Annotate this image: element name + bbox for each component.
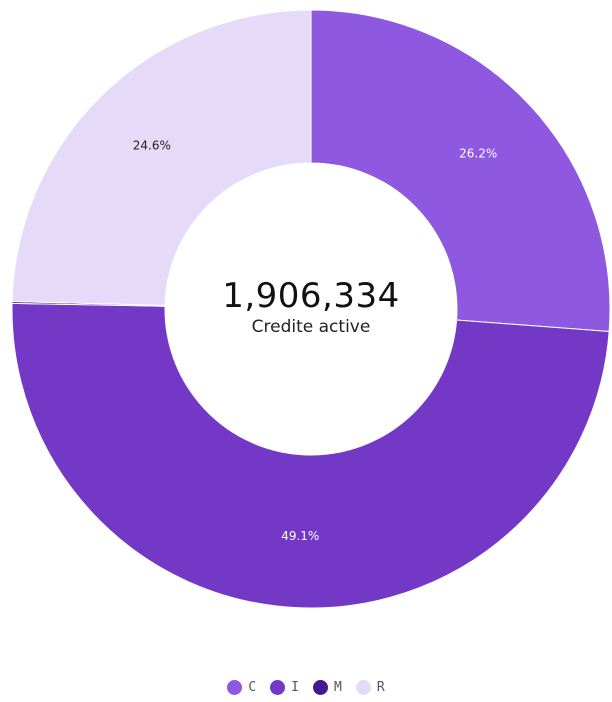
legend-label-M: M (334, 680, 342, 695)
legend-item-M[interactable]: M (313, 680, 342, 695)
legend-swatch-I (270, 680, 286, 695)
legend-item-R[interactable]: R (355, 680, 385, 695)
slice-I[interactable] (11, 302, 610, 609)
legend-swatch-M (313, 680, 328, 695)
legend-item-C[interactable]: C (227, 680, 256, 695)
total-credits-value: 1,906,334 (222, 276, 400, 316)
total-credits-label: Credite active (251, 317, 371, 337)
slice-C[interactable] (310, 9, 611, 333)
legend-swatch-C (227, 680, 243, 695)
slices-group (11, 9, 611, 609)
slice-R[interactable] (11, 9, 312, 306)
legend-swatch-R (355, 680, 371, 695)
legend-item-I[interactable]: I (270, 680, 299, 695)
slice-label-C: 26.2% (459, 146, 497, 160)
legend-label-C: C (248, 680, 257, 695)
slice-labels-group: 26.2% 49.1% 24.6% (133, 138, 497, 543)
legend-label-I: I (291, 680, 299, 695)
legend-label-R: R (376, 680, 385, 695)
slice-label-R: 24.6% (133, 138, 171, 152)
slice-label-I: 49.1% (281, 529, 319, 543)
